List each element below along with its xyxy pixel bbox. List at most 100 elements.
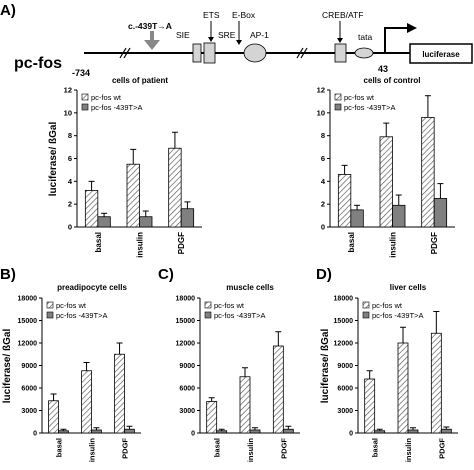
charts: cells of patient luciferase/ ßGal 0 2 4 6 8 10 1…	[2, 76, 458, 462]
legend-swatch	[46, 301, 54, 309]
y-tick-label: 0	[321, 223, 325, 232]
chart-patient: cells of patient luciferase/ ßGal 0 2 4 6 8 10 1…	[48, 76, 202, 258]
legend-label: pc-fos wt	[56, 301, 87, 310]
tata-ellipse	[354, 47, 374, 59]
chart-muscle: muscle cells 0 3000 6000 9000 12000 15000 18000…	[176, 283, 300, 462]
x-tick-label: insulin	[404, 438, 413, 463]
bar-wt	[421, 117, 435, 228]
x-tick-label: basal	[347, 232, 356, 252]
legend-label: pc-fos wt	[372, 301, 403, 310]
creb-label: CREB/ATF	[322, 10, 363, 20]
y-tick-label: 9000	[21, 363, 37, 370]
chart-title: muscle cells	[226, 283, 274, 292]
y-axis-label: luciferase/ ßGal	[2, 329, 13, 404]
y-tick-label: 12000	[176, 341, 196, 348]
bar-wt	[84, 190, 99, 228]
tss-arrow	[384, 27, 410, 53]
bar-mutant	[374, 430, 386, 434]
legend-label: pc-fos -439T>A	[372, 311, 423, 320]
bar-mutant	[392, 204, 406, 228]
y-tick-label: 3000	[179, 408, 195, 415]
y-tick-label: 9000	[179, 363, 195, 370]
ap1-ellipse	[243, 43, 267, 63]
legend-label: pc-fos wt	[91, 93, 122, 102]
tata-label: tata	[358, 32, 372, 42]
x-tick-label: PDGF	[430, 232, 439, 254]
bar-mutant	[282, 428, 294, 434]
legend-swatch	[46, 311, 54, 319]
x-tick-label: insulin	[88, 438, 97, 463]
bar-wt	[272, 345, 284, 434]
x-tick-label: basal	[55, 438, 64, 457]
bar-mutant	[180, 208, 195, 228]
legend-label: pc-fos wt	[214, 301, 245, 310]
chart-preadipocyte: preadipocyte cells luciferase/ ßGal 0 3000 6…	[2, 283, 141, 462]
promoter-schematic: pc-fos c.-439T→A SIE ETS SRE E-Box AP-1 …	[14, 10, 473, 78]
y-tick-label: 12	[64, 86, 72, 95]
bar-mutant	[91, 429, 102, 434]
bar-mutant	[97, 216, 111, 228]
y-axis-label: luciferase/ ßGal	[48, 122, 59, 197]
y-tick-label: 0	[68, 223, 72, 232]
legend-label: pc-fos -439T>A	[344, 103, 395, 112]
x-tick-label: basal	[213, 438, 222, 457]
bar-wt	[337, 174, 352, 228]
bar-wt	[81, 370, 92, 434]
bar-mutant	[58, 430, 69, 434]
x-tick-label: PDGF	[177, 232, 186, 254]
panel-label-d: D)	[316, 266, 332, 283]
legend-swatch	[81, 103, 89, 111]
y-tick-label: 10	[64, 108, 72, 117]
bar-mutant	[249, 429, 261, 434]
break-mark	[119, 47, 308, 59]
y-tick-label: 6000	[337, 386, 353, 393]
sre-label: SRE	[218, 30, 236, 40]
bar-mutant	[139, 216, 153, 228]
legend-label: pc-fos wt	[344, 93, 375, 102]
bar-mutant	[350, 209, 364, 228]
position-start: -734	[72, 68, 90, 78]
y-axis-label: luciferase/ ßGal	[320, 329, 331, 404]
legend-label: pc-fos -439T>A	[91, 103, 142, 112]
bar-wt	[397, 342, 409, 434]
y-tick-label: 2	[68, 200, 72, 209]
position-end: 43	[378, 64, 388, 74]
chart-title: liver cells	[390, 283, 427, 292]
luciferase-box	[409, 43, 473, 64]
y-tick-label: 18000	[334, 296, 354, 303]
x-tick-label: PDGF	[437, 438, 446, 459]
luciferase-label: luciferase	[422, 50, 460, 59]
x-tick-label: insulin	[246, 438, 255, 463]
bar-wt	[364, 378, 376, 434]
y-tick-label: 2	[321, 200, 325, 209]
y-tick-label: 8	[68, 131, 72, 140]
x-tick-label: basal	[94, 232, 103, 252]
y-tick-label: 15000	[18, 318, 38, 325]
bar-mutant	[407, 429, 419, 434]
x-tick-label: insulin	[136, 232, 145, 258]
bar-mutant	[440, 428, 452, 434]
bar-mutant	[216, 430, 228, 434]
bar-wt	[126, 163, 140, 228]
chart-title: cells of control	[364, 76, 421, 85]
x-tick-label: PDGF	[121, 438, 130, 459]
legend-swatch	[334, 93, 342, 101]
bar-wt	[239, 376, 251, 434]
chart-title: preadipocyte cells	[57, 283, 127, 292]
y-tick-label: 15000	[176, 318, 196, 325]
sie-label: SIE	[176, 30, 190, 40]
y-tick-label: 4	[321, 177, 326, 186]
y-tick-label: 12	[317, 86, 325, 95]
legend-swatch	[204, 311, 212, 319]
legend-swatch	[81, 93, 89, 101]
y-tick-label: 9000	[337, 363, 353, 370]
bar-wt	[48, 400, 59, 434]
y-tick-label: 0	[349, 431, 353, 438]
panel-label-c: C)	[158, 266, 174, 283]
bar-wt	[379, 136, 393, 228]
bar-wt	[114, 353, 125, 434]
bar-mutant	[433, 198, 448, 228]
x-tick-label: basal	[371, 438, 380, 457]
legend-label: pc-fos -439T>A	[214, 311, 265, 320]
